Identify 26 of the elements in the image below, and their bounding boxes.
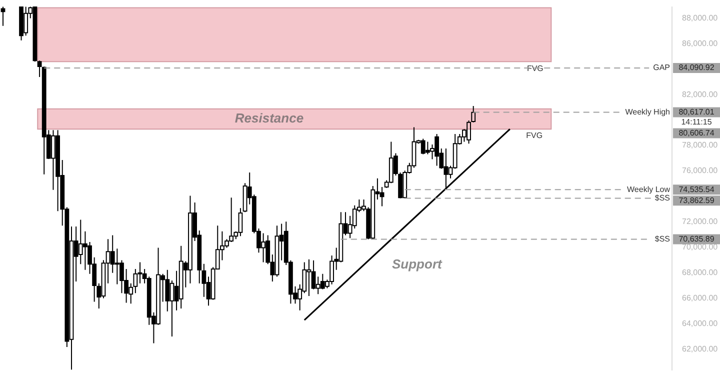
text: 80,606.74 [678,128,715,138]
ref-line-label: $SS [654,234,670,244]
y-tick-label: 76,000.00 [682,166,718,176]
y-tick-label: 62,000.00 [682,344,718,354]
y-tick-label: 88,000.00 [682,13,718,22]
ref-line-label: $SS [654,193,670,202]
text: 84,090.92 [678,63,715,72]
annotation: Support [392,256,442,272]
y-tick-label: 68,000.00 [682,268,718,278]
text: 80,617.01 [678,107,715,116]
text: 70,635.89 [678,234,715,244]
text: 14:11:15 [681,117,712,126]
ref-line-label: Weekly High [625,107,670,116]
ref-line-label: Weekly Low [627,184,670,194]
ref-line-label: GAP [653,63,670,72]
annotation: FVG [526,131,543,140]
y-tick-label: 82,000.00 [682,90,718,99]
y-tick-label: 66,000.00 [682,293,718,302]
y-tick-label: 70,000.00 [682,242,718,252]
y-tick-label: 72,000.00 [682,217,718,226]
y-tick-label: 86,000.00 [682,38,718,48]
text: 74,535.54 [678,184,715,194]
y-tick-label: 64,000.00 [682,318,718,328]
band-label: Resistance [234,110,304,126]
text: 73,862.59 [678,196,715,205]
y-tick-label: 78,000.00 [682,140,718,150]
